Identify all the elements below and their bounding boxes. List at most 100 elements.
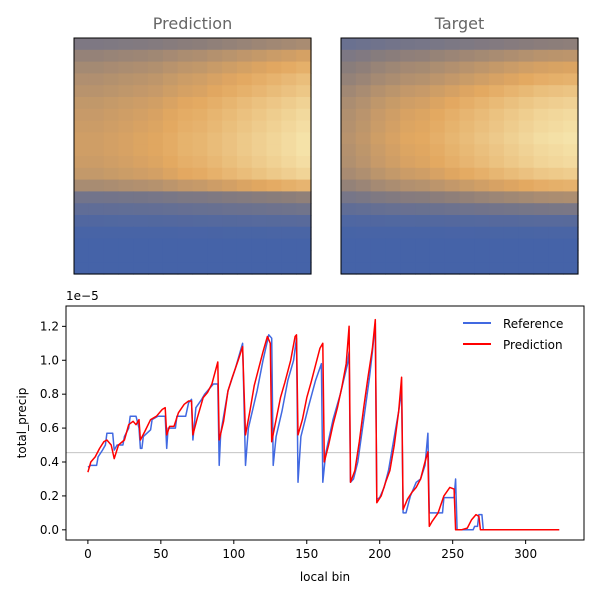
heatmap-cell (370, 250, 387, 263)
heatmap-cell (563, 38, 579, 51)
heatmap-cell (444, 238, 461, 251)
heatmap-cell (207, 191, 223, 204)
heatmap-cell (88, 262, 105, 275)
heatmap-cell (207, 120, 223, 133)
heatmap-cell (400, 38, 416, 51)
heatmap-cell (474, 97, 490, 110)
y-offset-text: 1e−5 (66, 289, 99, 303)
heatmap-cell (533, 191, 549, 204)
heatmap-cell (133, 167, 149, 181)
heatmap-cell (370, 120, 387, 133)
heatmap-cell (563, 49, 579, 63)
heatmap-cell (207, 250, 223, 263)
heatmap-cell (118, 203, 134, 216)
heatmap-cell (222, 238, 238, 251)
heatmap-cell (148, 38, 164, 51)
heatmap-cell (474, 179, 490, 192)
heatmap-cell (503, 215, 520, 228)
heatmap-cell (266, 167, 282, 181)
heatmap-cell (148, 61, 164, 74)
heatmap-cell (162, 85, 179, 98)
heatmap-cell (266, 215, 282, 228)
heatmap-cell (444, 108, 461, 122)
heatmap-cell (341, 144, 357, 157)
heatmap-cell (296, 250, 312, 263)
heatmap-cell (533, 61, 549, 74)
heatmap-cell (548, 38, 564, 51)
heatmap-cell (192, 167, 208, 181)
heatmap-cell (548, 144, 564, 157)
heatmap-cell (444, 262, 461, 275)
heatmap-cell (148, 226, 164, 240)
heatmap-cell (236, 250, 253, 263)
heatmap-cell (341, 38, 357, 51)
heatmap-cell (429, 61, 446, 74)
heatmap-cell (385, 215, 401, 228)
heatmap-cell (563, 132, 579, 145)
heatmap-cell (177, 238, 194, 251)
heatmap-cell (88, 49, 105, 63)
heatmap-cell (251, 203, 268, 216)
heatmap-cell (563, 156, 579, 169)
heatmap-cell (148, 167, 164, 181)
heatmap-cell (459, 215, 475, 228)
heatmap-cell (563, 108, 579, 122)
heatmap-cell (400, 61, 416, 74)
heatmap-cell (266, 73, 282, 86)
heatmap-cell (222, 215, 238, 228)
heatmap-cell (88, 167, 105, 181)
heatmap-cell (474, 49, 490, 63)
x-axis-ticks: 0 50 100 150 200 250 300 (84, 540, 537, 561)
heatmap-cell (251, 226, 268, 240)
heatmap-cell (415, 238, 431, 251)
heatmap-cell (222, 167, 238, 181)
heatmap-cell (251, 179, 268, 192)
heatmap-cell (518, 250, 535, 263)
heatmap-cell (251, 262, 268, 275)
heatmap-cell (133, 191, 149, 204)
heatmap-cell (459, 85, 475, 98)
heatmap-cell (192, 61, 208, 74)
heatmap-cell (533, 73, 549, 86)
heatmap-cell (148, 262, 164, 275)
heatmap-cell (281, 191, 297, 204)
heatmap-cell (236, 85, 253, 98)
heatmap-prediction (74, 38, 312, 275)
heatmap-cell (222, 250, 238, 263)
heatmap-cell (563, 167, 579, 181)
heatmap-cell (563, 238, 579, 251)
heatmap-cell (148, 120, 164, 133)
heatmap-cell (103, 250, 120, 263)
heatmap-cell (355, 179, 372, 192)
legend: Reference Prediction (463, 317, 563, 352)
heatmap-cell (459, 120, 475, 133)
x-axis-label: local bin (300, 570, 350, 584)
heatmap-cell (88, 85, 105, 98)
heatmap-cell (88, 238, 105, 251)
heatmap-cell (563, 191, 579, 204)
plot-frame (65, 305, 585, 541)
heatmap-cell (400, 262, 416, 275)
heatmap-cell (341, 238, 357, 251)
heatmap-cell (563, 226, 579, 240)
heatmap-cell (474, 61, 490, 74)
heatmap-cell (266, 108, 282, 122)
heatmap-cell (103, 38, 120, 51)
heatmap-cell (177, 167, 194, 181)
heatmap-cell (355, 156, 372, 169)
heatmap-cell (444, 203, 461, 216)
heatmap-cell (503, 73, 520, 86)
heatmap-cell (207, 144, 223, 157)
heatmap-cell (148, 203, 164, 216)
heatmap-cell (296, 226, 312, 240)
heatmap-cell (192, 144, 208, 157)
heatmap-cell (415, 167, 431, 181)
heatmap-cell (192, 191, 208, 204)
heatmap-cell (400, 179, 416, 192)
heatmap-cell (548, 97, 564, 110)
heatmap-cell (222, 97, 238, 110)
heatmap-cell (341, 167, 357, 181)
heatmap-cell (400, 250, 416, 263)
y-tick-label: 0.8 (40, 387, 59, 401)
heatmap-cell (162, 191, 179, 204)
